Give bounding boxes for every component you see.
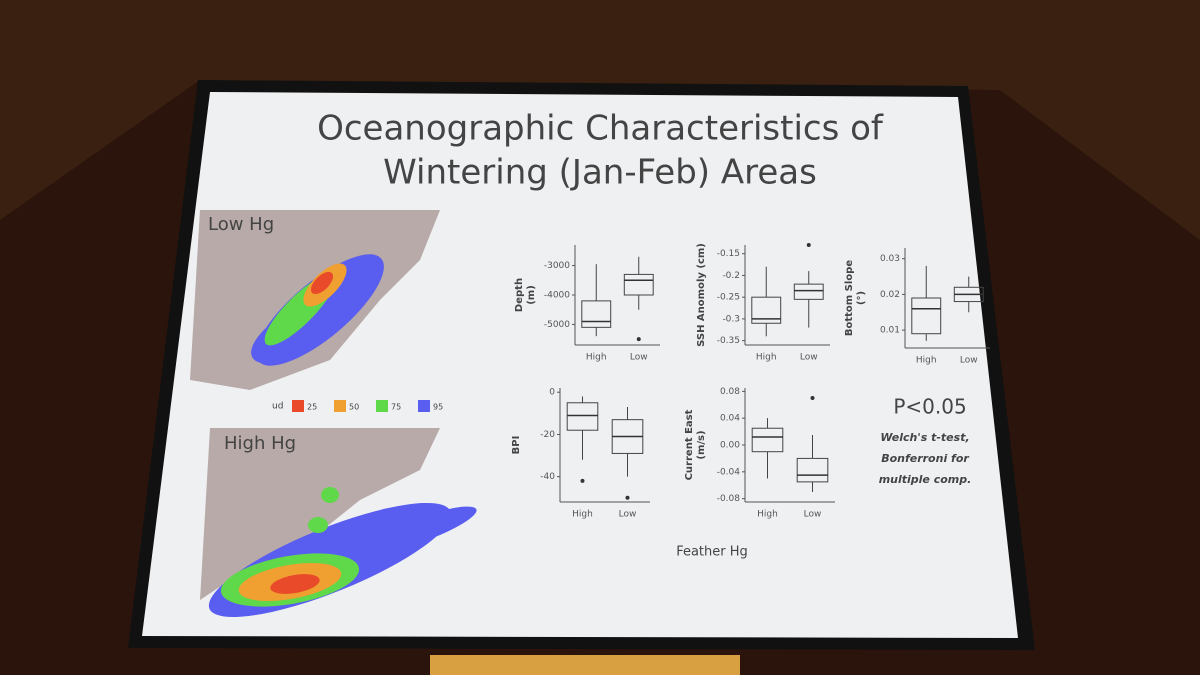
y-tick-label: -40	[540, 472, 555, 482]
y-axis-title: (m)	[526, 285, 537, 305]
y-tick-label: 0.02	[880, 290, 900, 300]
legend-swatch	[334, 400, 346, 412]
outlier	[636, 337, 641, 342]
y-tick-label: -0.04	[717, 467, 741, 477]
p-value: P<0.05	[893, 395, 966, 419]
legend-label: 95	[433, 403, 443, 412]
outlier	[810, 396, 815, 401]
x-tick-label: High	[757, 510, 778, 520]
legend-title: ud	[272, 402, 283, 412]
x-tick-label: Low	[619, 510, 637, 520]
y-tick-label: -4000	[544, 291, 570, 301]
y-tick-label: -0.35	[717, 336, 740, 346]
x-tick-label: High	[586, 353, 607, 363]
box	[581, 300, 612, 328]
x-tick-label: Low	[804, 510, 822, 520]
legend-swatch	[376, 400, 388, 412]
note-line: Bonferroni for	[881, 452, 969, 465]
map-label: Low Hg	[208, 214, 274, 235]
legend-swatch	[418, 400, 430, 412]
y-tick-label: 0.00	[720, 441, 740, 451]
y-axis-title: (m/s)	[696, 430, 707, 459]
outlier	[580, 478, 585, 483]
x-axis-title: Feather Hg	[676, 545, 748, 560]
y-tick-label: -5000	[544, 320, 570, 330]
x-tick-label: High	[916, 356, 937, 366]
map-high-hg	[200, 428, 477, 618]
y-axis-title: BPI	[511, 436, 522, 455]
y-axis-title: Bottom Slope	[844, 260, 855, 336]
chandelier	[430, 655, 740, 675]
x-tick-label: Low	[960, 356, 978, 366]
y-tick-label: 0.03	[880, 254, 900, 264]
y-tick-label: -0.2	[722, 271, 740, 281]
note-line: multiple comp.	[879, 473, 972, 486]
box	[566, 402, 599, 431]
y-tick-label: 0	[549, 388, 555, 398]
y-tick-label: -0.25	[717, 293, 740, 303]
box	[911, 297, 942, 335]
outlier	[806, 243, 811, 247]
note-line: Welch's t-test,	[880, 431, 969, 444]
y-axis-title: SSH Anomoly (cm)	[696, 243, 707, 347]
box	[751, 427, 784, 453]
map-low-hg	[190, 210, 440, 390]
y-axis-title: (°)	[856, 291, 867, 305]
y-tick-label: 0.01	[880, 326, 900, 336]
y-tick-label: -20	[540, 430, 555, 440]
legend-swatch	[292, 400, 304, 412]
box	[793, 283, 824, 300]
y-tick-label: -0.08	[717, 494, 741, 504]
legend-label: 50	[349, 403, 359, 412]
y-tick-label: 0.04	[720, 414, 740, 424]
legend-label: 25	[307, 403, 317, 412]
slide-title: Wintering (Jan-Feb) Areas	[383, 153, 817, 193]
x-tick-label: Low	[630, 353, 648, 363]
x-tick-label: High	[572, 510, 593, 520]
slide-title: Oceanographic Characteristics of	[317, 109, 884, 149]
x-tick-label: High	[756, 353, 777, 363]
box	[796, 457, 829, 483]
legend-label: 75	[391, 403, 401, 412]
y-tick-label: 0.08	[720, 387, 740, 397]
y-axis-title: Depth	[514, 278, 525, 312]
y-tick-label: -3000	[544, 261, 570, 271]
y-axis-title: Current East	[684, 409, 695, 480]
x-tick-label: Low	[800, 353, 818, 363]
box	[751, 296, 782, 324]
ceiling	[0, 0, 1200, 240]
y-tick-label: -0.3	[722, 314, 740, 324]
box	[623, 273, 654, 296]
outlier	[625, 495, 630, 500]
map-label: High Hg	[224, 433, 296, 454]
y-tick-label: -0.15	[717, 249, 740, 259]
